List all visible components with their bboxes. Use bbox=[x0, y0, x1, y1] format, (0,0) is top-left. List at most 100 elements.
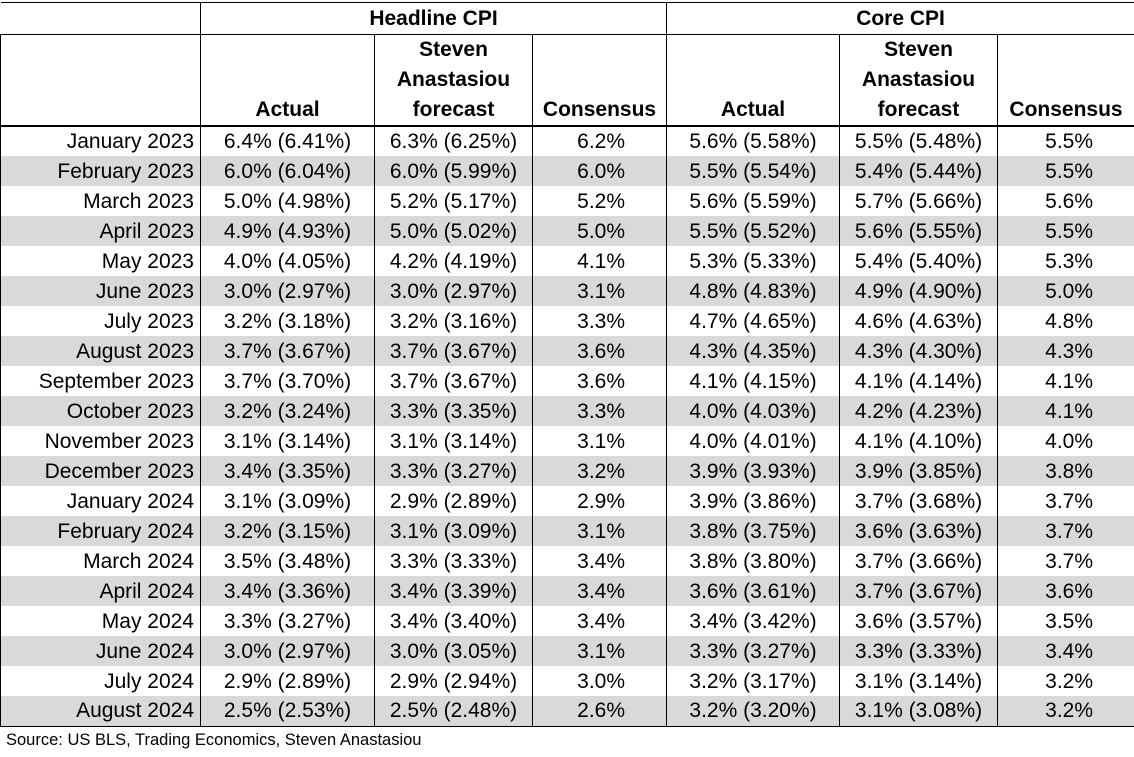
headline-consensus-cell: 3.2% bbox=[531, 456, 667, 486]
core-actual-cell: 5.6% (5.59%) bbox=[666, 186, 840, 216]
group-header-row: Headline CPI Core CPI bbox=[0, 2, 1134, 35]
headline-consensus-cell: 3.0% bbox=[531, 666, 667, 696]
month-cell: January 2024 bbox=[0, 486, 201, 516]
headline-actual-cell: 2.9% (2.89%) bbox=[200, 666, 375, 696]
core-consensus-cell: 3.4% bbox=[997, 636, 1134, 666]
headline-forecast-cell: 6.3% (6.25%) bbox=[374, 126, 533, 156]
table-row: October 2023 3.2% (3.24%) 3.3% (3.35%) 3.3%… bbox=[0, 396, 1134, 426]
headline-actual-cell: 3.2% (3.15%) bbox=[200, 516, 375, 546]
headline-actual-cell: 4.9% (4.93%) bbox=[200, 216, 375, 246]
core-forecast-cell: 4.3% (4.30%) bbox=[839, 336, 998, 366]
col-header-headline-consensus: Consensus bbox=[531, 34, 667, 127]
core-consensus-cell: 3.7% bbox=[997, 486, 1134, 516]
table-row: August 2023 3.7% (3.67%) 3.7% (3.67%) 3.6% 4… bbox=[0, 336, 1134, 366]
month-cell: May 2024 bbox=[0, 606, 201, 636]
headline-consensus-cell: 6.0% bbox=[531, 156, 667, 186]
core-consensus-cell: 3.2% bbox=[997, 666, 1134, 696]
month-cell: June 2024 bbox=[0, 636, 201, 666]
core-consensus-cell: 3.2% bbox=[997, 696, 1134, 727]
month-cell: May 2023 bbox=[0, 246, 201, 276]
core-actual-cell: 3.6% (3.61%) bbox=[666, 576, 840, 606]
headline-actual-cell: 4.0% (4.05%) bbox=[200, 246, 375, 276]
core-forecast-cell: 3.7% (3.67%) bbox=[839, 576, 998, 606]
headline-consensus-cell: 5.0% bbox=[531, 216, 667, 246]
table-row: March 2024 3.5% (3.48%) 3.3% (3.33%) 3.4% 3.… bbox=[0, 546, 1134, 576]
headline-forecast-cell: 3.0% (2.97%) bbox=[374, 276, 533, 306]
core-consensus-cell: 4.1% bbox=[997, 396, 1134, 426]
headline-consensus-cell: 3.6% bbox=[531, 366, 667, 396]
table-row: May 2024 3.3% (3.27%) 3.4% (3.40%) 3.4% 3.4%… bbox=[0, 606, 1134, 636]
table-row: November 2023 3.1% (3.14%) 3.1% (3.14%) 3.1… bbox=[0, 426, 1134, 456]
headline-consensus-cell: 3.1% bbox=[531, 276, 667, 306]
headline-consensus-cell: 2.6% bbox=[531, 696, 667, 727]
headline-forecast-cell: 2.9% (2.89%) bbox=[374, 486, 533, 516]
core-consensus-cell: 3.8% bbox=[997, 456, 1134, 486]
headline-consensus-cell: 4.1% bbox=[531, 246, 667, 276]
headline-actual-cell: 6.0% (6.04%) bbox=[200, 156, 375, 186]
core-actual-cell: 3.9% (3.93%) bbox=[666, 456, 840, 486]
headline-actual-cell: 3.0% (2.97%) bbox=[200, 276, 375, 306]
core-forecast-cell: 3.6% (3.57%) bbox=[839, 606, 998, 636]
headline-forecast-cell: 5.0% (5.02%) bbox=[374, 216, 533, 246]
headline-consensus-cell: 3.1% bbox=[531, 636, 667, 666]
month-cell: July 2024 bbox=[0, 666, 201, 696]
core-actual-cell: 4.0% (4.03%) bbox=[666, 396, 840, 426]
core-forecast-cell: 3.7% (3.66%) bbox=[839, 546, 998, 576]
headline-forecast-cell: 3.4% (3.40%) bbox=[374, 606, 533, 636]
month-cell: June 2023 bbox=[0, 276, 201, 306]
headline-consensus-cell: 3.4% bbox=[531, 576, 667, 606]
month-cell: September 2023 bbox=[0, 366, 201, 396]
headline-actual-cell: 5.0% (4.98%) bbox=[200, 186, 375, 216]
col-header-core-forecast: Steven Anastasiou forecast bbox=[839, 34, 998, 127]
group-header-headline-cpi: Headline CPI bbox=[199, 2, 667, 35]
month-cell: January 2023 bbox=[0, 126, 201, 156]
core-consensus-cell: 3.7% bbox=[997, 546, 1134, 576]
core-consensus-cell: 3.5% bbox=[997, 606, 1134, 636]
core-consensus-cell: 5.5% bbox=[997, 156, 1134, 186]
core-forecast-cell: 4.6% (4.63%) bbox=[839, 306, 998, 336]
month-cell: March 2024 bbox=[0, 546, 201, 576]
month-cell: December 2023 bbox=[0, 456, 201, 486]
table-row: February 2023 6.0% (6.04%) 6.0% (5.99%) 6.0… bbox=[0, 156, 1134, 186]
headline-actual-cell: 3.2% (3.18%) bbox=[200, 306, 375, 336]
headline-consensus-cell: 3.4% bbox=[531, 606, 667, 636]
core-forecast-cell: 4.9% (4.90%) bbox=[839, 276, 998, 306]
col-header-headline-forecast: Steven Anastasiou forecast bbox=[374, 34, 533, 127]
core-actual-cell: 4.3% (4.35%) bbox=[666, 336, 840, 366]
headline-forecast-cell: 4.2% (4.19%) bbox=[374, 246, 533, 276]
headline-consensus-cell: 3.4% bbox=[531, 546, 667, 576]
headline-actual-cell: 3.3% (3.27%) bbox=[200, 606, 375, 636]
core-forecast-cell: 3.9% (3.85%) bbox=[839, 456, 998, 486]
headline-consensus-cell: 3.3% bbox=[531, 396, 667, 426]
headline-actual-cell: 3.2% (3.24%) bbox=[200, 396, 375, 426]
core-actual-cell: 3.8% (3.75%) bbox=[666, 516, 840, 546]
headline-forecast-cell: 2.5% (2.48%) bbox=[374, 696, 533, 727]
headline-forecast-cell: 6.0% (5.99%) bbox=[374, 156, 533, 186]
headline-forecast-cell: 3.3% (3.33%) bbox=[374, 546, 533, 576]
core-forecast-cell: 4.1% (4.10%) bbox=[839, 426, 998, 456]
core-actual-cell: 5.6% (5.58%) bbox=[666, 126, 840, 156]
headline-actual-cell: 3.5% (3.48%) bbox=[200, 546, 375, 576]
core-actual-cell: 3.4% (3.42%) bbox=[666, 606, 840, 636]
core-forecast-cell: 4.2% (4.23%) bbox=[839, 396, 998, 426]
col-header-core-consensus: Consensus bbox=[997, 34, 1134, 127]
month-cell: October 2023 bbox=[0, 396, 201, 426]
corner-cell bbox=[0, 2, 201, 35]
core-consensus-cell: 4.3% bbox=[997, 336, 1134, 366]
core-forecast-cell: 5.6% (5.55%) bbox=[839, 216, 998, 246]
core-forecast-cell: 3.3% (3.33%) bbox=[839, 636, 998, 666]
table-row: August 2024 2.5% (2.53%) 2.5% (2.48%) 2.6% 3… bbox=[0, 696, 1134, 727]
table-row: January 2023 6.4% (6.41%) 6.3% (6.25%) 6.2%… bbox=[0, 126, 1134, 156]
table-row: January 2024 3.1% (3.09%) 2.9% (2.89%) 2.9%… bbox=[0, 486, 1134, 516]
month-cell: August 2024 bbox=[0, 696, 201, 727]
headline-actual-cell: 3.4% (3.35%) bbox=[200, 456, 375, 486]
headline-actual-cell: 3.7% (3.67%) bbox=[200, 336, 375, 366]
headline-consensus-cell: 3.1% bbox=[531, 516, 667, 546]
month-cell: November 2023 bbox=[0, 426, 201, 456]
core-forecast-cell: 3.7% (3.68%) bbox=[839, 486, 998, 516]
headline-actual-cell: 6.4% (6.41%) bbox=[200, 126, 375, 156]
core-consensus-cell: 4.8% bbox=[997, 306, 1134, 336]
headline-consensus-cell: 3.3% bbox=[531, 306, 667, 336]
headline-actual-cell: 3.1% (3.14%) bbox=[200, 426, 375, 456]
headline-actual-cell: 3.0% (2.97%) bbox=[200, 636, 375, 666]
